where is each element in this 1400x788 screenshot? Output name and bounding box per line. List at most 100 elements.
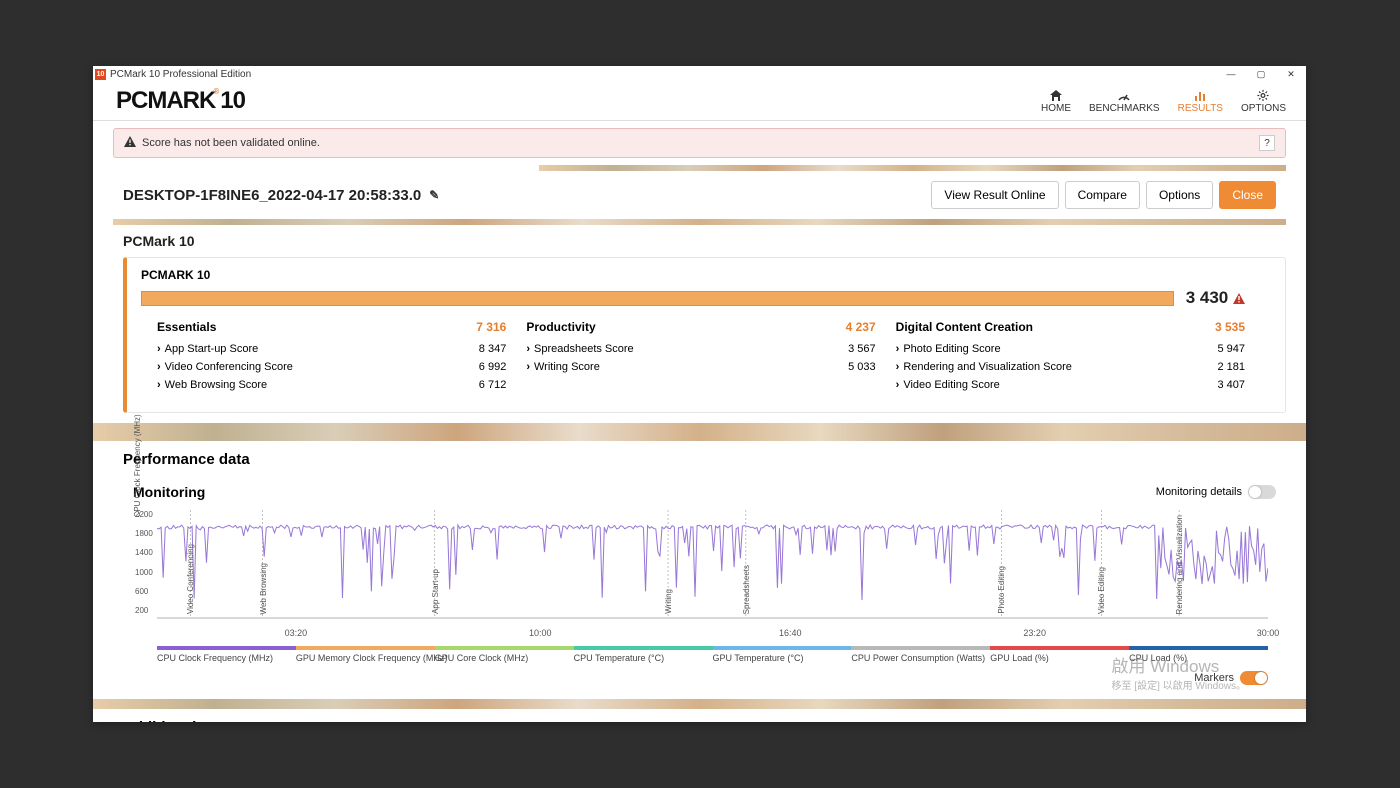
subscore-value: 5 947 <box>1217 343 1245 355</box>
close-button[interactable]: Close <box>1219 181 1276 209</box>
category-column: Essentials7 316›App Start-up Score8 347›… <box>157 320 506 394</box>
phase-label: Writing <box>664 589 673 614</box>
legend-item[interactable]: GPU Temperature (°C) <box>713 646 852 663</box>
monitoring-details-toggle[interactable] <box>1248 485 1276 499</box>
legend-item[interactable]: GPU Load (%) <box>990 646 1129 663</box>
markers-row: Markers <box>123 667 1286 689</box>
chevron-right-icon: › <box>896 343 900 355</box>
compare-button[interactable]: Compare <box>1065 181 1140 209</box>
legend-item[interactable]: CPU Temperature (°C) <box>574 646 713 663</box>
xtick: 30:00 <box>1257 628 1280 638</box>
legend-item[interactable]: CPU Load (%) <box>1129 646 1268 663</box>
results-icon <box>1193 89 1207 103</box>
monitoring-title: Monitoring <box>133 484 205 500</box>
nav: HOME BENCHMARKS RESULTS OPTIONS <box>1041 89 1286 114</box>
result-name: DESKTOP-1F8INE6_2022-04-17 20:58:33.0 <box>123 187 421 204</box>
category-name: Essentials <box>157 320 216 334</box>
app-icon: 10 <box>95 69 106 80</box>
legend-label: CPU Clock Frequency (MHz) <box>157 653 296 663</box>
nav-benchmarks-label: BENCHMARKS <box>1089 103 1160 114</box>
subscore-row[interactable]: › Web Browsing Score 6 712 <box>157 376 506 394</box>
gear-icon <box>1256 89 1270 103</box>
bg-strip-4 <box>93 699 1306 709</box>
legend-row: CPU Clock Frequency (MHz)GPU Memory Cloc… <box>157 646 1268 663</box>
score-card-title: PCMARK 10 <box>141 268 1245 282</box>
category-value: 7 316 <box>476 320 506 334</box>
subscore-value: 6 992 <box>479 361 507 373</box>
ytick: 1800 <box>135 529 153 538</box>
chevron-right-icon: › <box>157 361 161 373</box>
subscore-row[interactable]: ›Video Editing Score3 407 <box>896 376 1245 394</box>
chevron-right-icon: › <box>896 361 900 373</box>
subscore-value: 8 347 <box>479 343 507 355</box>
phase-label: Video Editing <box>1097 567 1106 614</box>
options-button[interactable]: Options <box>1146 181 1213 209</box>
subscore-label: Photo Editing Score <box>903 343 1000 355</box>
overall-score-value: 3 430 <box>1186 288 1229 307</box>
performance-heading: Performance data <box>123 441 1286 478</box>
logo: PC MARK ® 10 <box>116 87 245 115</box>
phase-label: App Start-up <box>431 569 440 614</box>
category-value: 4 237 <box>846 320 876 334</box>
nav-results[interactable]: RESULTS <box>1178 89 1223 114</box>
close-window-button[interactable]: ✕ <box>1276 66 1306 82</box>
chevron-right-icon: › <box>157 379 161 391</box>
subscore-value: 2 181 <box>1217 361 1245 373</box>
legend-item[interactable]: GPU Core Clock (MHz) <box>435 646 574 663</box>
logo-ten: 10 <box>220 87 245 115</box>
nav-home[interactable]: HOME <box>1041 89 1071 114</box>
legend-label: CPU Load (%) <box>1129 653 1268 663</box>
monitoring-details-row: Monitoring details <box>1156 485 1276 499</box>
warning-help-button[interactable]: ? <box>1259 135 1275 151</box>
home-icon <box>1049 89 1063 103</box>
subscore-row[interactable]: › Video Conferencing Score 6 992 <box>157 358 506 376</box>
maximize-button[interactable]: ▢ <box>1246 66 1276 82</box>
performance-panel: Performance data Monitoring Monitoring d… <box>93 441 1306 699</box>
header: PC MARK ® 10 HOME BENCHMARKS <box>93 82 1306 121</box>
legend-item[interactable]: CPU Clock Frequency (MHz) <box>157 646 296 663</box>
view-online-button[interactable]: View Result Online <box>931 181 1058 209</box>
legend-item[interactable]: GPU Memory Clock Frequency (MHz) <box>296 646 435 663</box>
nav-options[interactable]: OPTIONS <box>1241 89 1286 114</box>
score-warning-icon <box>1233 288 1245 307</box>
chart-xticks: 03:2010:0016:4023:2030:00 <box>157 628 1268 640</box>
chart-ylabel: CPU Clock Frequency (MHz) <box>133 414 142 517</box>
legend-item[interactable]: CPU Power Consumption (Watts) <box>851 646 990 663</box>
markers-toggle[interactable] <box>1240 671 1268 685</box>
category-name: Digital Content Creation <box>896 320 1033 334</box>
subscore-value: 3 407 <box>1217 379 1245 391</box>
bg-strip-3 <box>93 423 1306 441</box>
ytick: 2200 <box>135 510 153 519</box>
subscore-row[interactable]: ›Spreadsheets Score3 567 <box>526 340 875 358</box>
subscore-label: Video Conferencing Score <box>165 361 293 373</box>
legend-label: GPU Core Clock (MHz) <box>435 653 574 663</box>
additional-outputs-heading: Additional Outputs <box>93 709 1306 722</box>
subscore-row[interactable]: ›Photo Editing Score 5 947 <box>896 340 1245 358</box>
nav-results-label: RESULTS <box>1178 103 1223 114</box>
minimize-button[interactable]: — <box>1216 66 1246 82</box>
monitoring-head: Monitoring Monitoring details <box>123 478 1286 506</box>
score-card: PCMARK 10 3 430 Essentials 7 316 ›App Star… <box>123 257 1286 413</box>
subscore-label: Web Browsing Score <box>165 379 268 391</box>
nav-benchmarks[interactable]: BENCHMARKS <box>1089 89 1160 114</box>
nav-home-label: HOME <box>1041 103 1071 114</box>
window-title: PCMark 10 Professional Edition <box>110 69 251 80</box>
edit-name-icon[interactable]: ✎ <box>429 188 439 202</box>
subscore-row[interactable]: ›Rendering and Visualization Score2 181 <box>896 358 1245 376</box>
window-buttons: — ▢ ✕ <box>1216 66 1306 82</box>
subscore-label: Spreadsheets Score <box>534 343 634 355</box>
xtick: 10:00 <box>529 628 552 638</box>
titlebar: 10 PCMark 10 Professional Edition — ▢ ✕ <box>93 66 1306 82</box>
subscore-row[interactable]: ›App Start-up Score8 347 <box>157 340 506 358</box>
subscore-row[interactable]: ›Writing Score5 033 <box>526 358 875 376</box>
legend-label: GPU Memory Clock Frequency (MHz) <box>296 653 435 663</box>
content-scroll[interactable]: Score has not been validated online. ? D… <box>93 121 1306 722</box>
logo-mark: MARK <box>147 87 215 115</box>
app-window: 10 PCMark 10 Professional Edition — ▢ ✕ … <box>93 66 1306 722</box>
overall-score: 3 430 <box>1186 288 1245 308</box>
ytick: 1000 <box>135 568 153 577</box>
bg-strip-1 <box>539 165 1286 171</box>
subscore-value: 6 712 <box>479 379 507 391</box>
chart-yticks: 2200180014001000600200 <box>135 510 153 615</box>
category-column: Productivity4 237›Spreadsheets Score3 56… <box>526 320 875 394</box>
